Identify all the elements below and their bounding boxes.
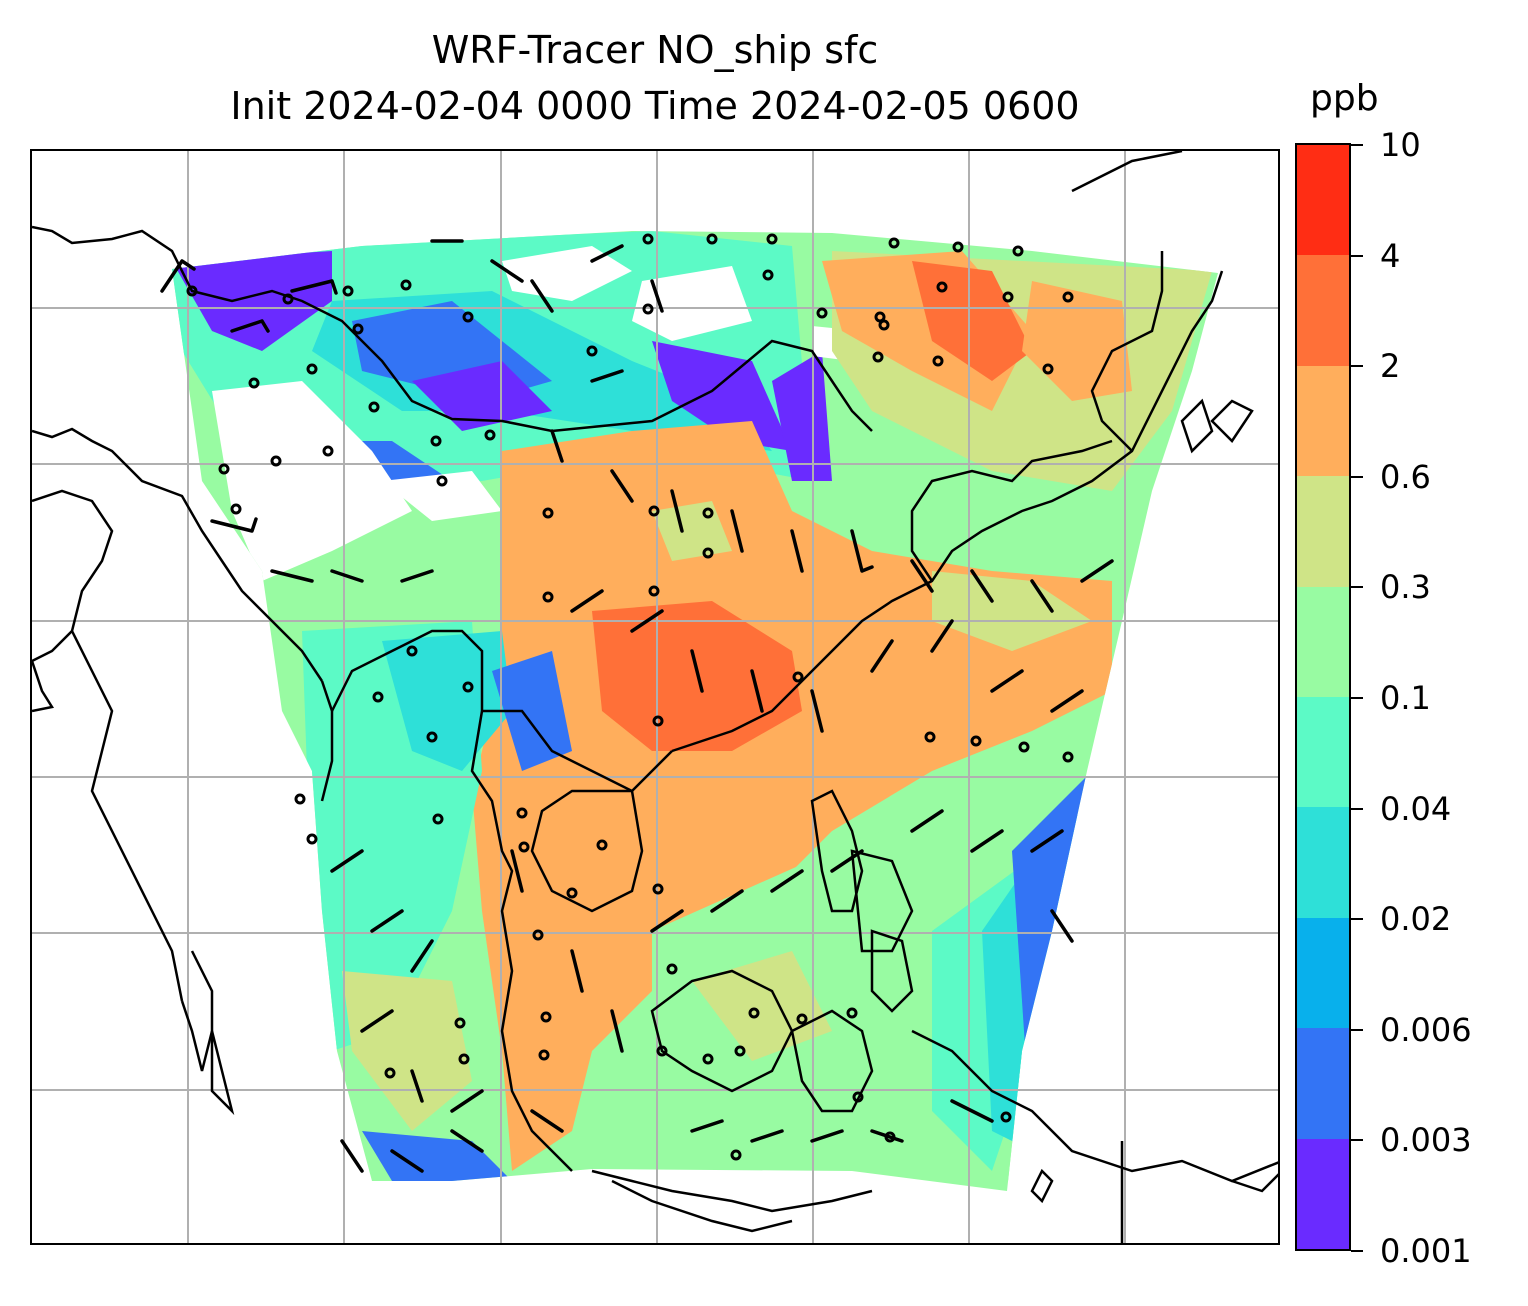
colorbar-tick	[1351, 1028, 1363, 1031]
colorbar-tick	[1351, 918, 1363, 921]
colorbar-tick	[1351, 1250, 1363, 1252]
colorbar-tick-label: 0.3	[1380, 568, 1431, 607]
concentration-field	[172, 231, 1218, 1191]
colorbar-tick	[1351, 144, 1363, 146]
graticule	[32, 151, 1278, 1243]
colorbar-tick-label: 0.6	[1380, 457, 1431, 496]
colorbar-segment	[1297, 365, 1349, 477]
colorbar-tick	[1351, 475, 1363, 478]
colorbar-segment	[1297, 476, 1349, 587]
colorbar-tick-label: 10	[1380, 126, 1421, 164]
colorbar-tick	[1351, 254, 1363, 257]
map-panel[interactable]	[30, 149, 1280, 1245]
colorbar-segment	[1297, 255, 1349, 366]
colorbar-segment	[1297, 586, 1349, 697]
colorbar-segment	[1297, 1138, 1349, 1249]
colorbar-tick	[1351, 807, 1363, 810]
coastlines	[32, 151, 1278, 1243]
colorbar	[1295, 143, 1351, 1251]
colorbar-tick-label: 4	[1380, 236, 1401, 275]
colorbar-tick	[1351, 586, 1363, 589]
colorbar-segment	[1297, 807, 1349, 918]
colorbar-segment	[1297, 696, 1349, 808]
calm-wind-markers	[186, 233, 1074, 1161]
colorbar-segment	[1297, 917, 1349, 1029]
colorbar-tick	[1351, 1139, 1363, 1142]
colorbar-tick-label: 0.001	[1380, 1232, 1472, 1270]
colorbar-tick-label: 0.02	[1380, 900, 1452, 939]
wind-barbs	[160, 239, 1114, 1173]
colorbar-unit: ppb	[1310, 78, 1379, 119]
map-svg	[32, 151, 1278, 1243]
title-line-1: WRF-Tracer NO_ship sfc	[431, 28, 879, 72]
colorbar-tick-label: 2	[1380, 347, 1401, 386]
colorbar-tick-label: 0.003	[1380, 1121, 1472, 1160]
colorbar-tick	[1351, 697, 1363, 699]
title-line-2: Init 2024-02-04 0000 Time 2024-02-05 060…	[230, 84, 1080, 128]
colorbar-tick-label: 0.1	[1380, 679, 1431, 717]
colorbar-tick-label: 0.04	[1380, 789, 1452, 828]
colorbar-segment	[1297, 1028, 1349, 1139]
colorbar-tick-label: 0.006	[1380, 1010, 1472, 1049]
colorbar-tick	[1351, 365, 1363, 368]
colorbar-segment	[1297, 144, 1349, 256]
